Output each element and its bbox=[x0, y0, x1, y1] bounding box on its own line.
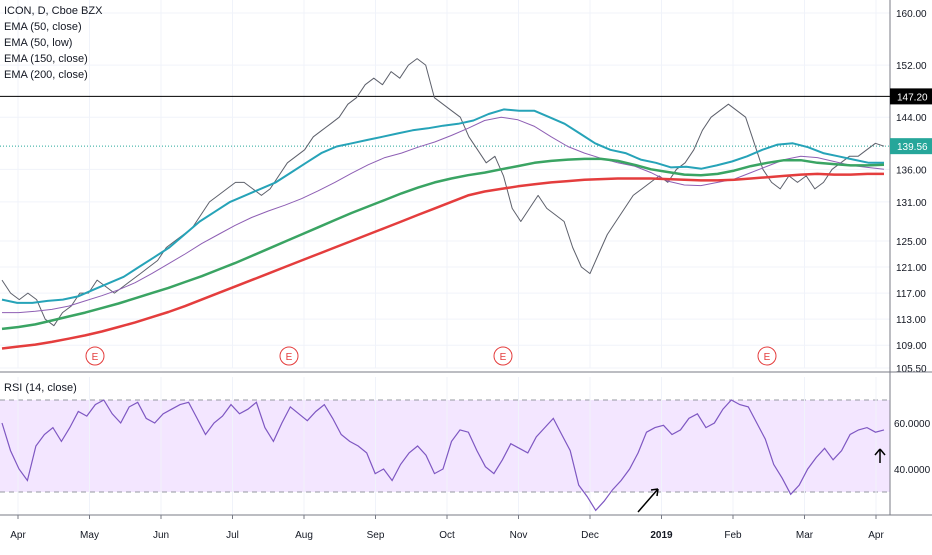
price-tick-label: 105.50 bbox=[896, 364, 927, 375]
earnings-label: E bbox=[764, 352, 771, 363]
earnings-label: E bbox=[286, 352, 293, 363]
annotation-arrowhead-1 bbox=[650, 488, 659, 497]
legend-symbol: ICON, D, Cboe BZX bbox=[4, 5, 103, 17]
earnings-label: E bbox=[500, 352, 507, 363]
price-tick-label: 131.00 bbox=[896, 198, 927, 209]
legend-ema50-low: EMA (50, low) bbox=[4, 37, 73, 49]
x-tick-label: 2019 bbox=[650, 530, 673, 541]
price-tick-label: 117.00 bbox=[896, 289, 926, 300]
x-tick-label: Oct bbox=[439, 530, 455, 541]
series-line-2 bbox=[2, 116, 885, 314]
x-tick-label: Jun bbox=[153, 530, 169, 541]
legend-ema200-close: EMA (200, close) bbox=[4, 69, 88, 81]
earnings-marker bbox=[85, 346, 105, 366]
rsi-legend: RSI (14, close) bbox=[4, 382, 77, 394]
legend-ema150-close: EMA (150, close) bbox=[4, 53, 88, 65]
earnings-marker bbox=[279, 346, 299, 366]
annotation-arrowhead-2 bbox=[874, 448, 886, 456]
last-price-label-bg bbox=[890, 138, 932, 155]
rsi-line bbox=[1, 399, 885, 512]
price-tick-label: 160.00 bbox=[896, 9, 927, 20]
x-tick-label: Nov bbox=[510, 530, 528, 541]
annotation-arrow-1 bbox=[637, 488, 659, 513]
series-line-0 bbox=[1, 58, 885, 327]
x-tick-label: Mar bbox=[796, 530, 814, 541]
level-label: 147.20 bbox=[897, 92, 928, 103]
rsi-band bbox=[0, 400, 890, 492]
earnings-marker bbox=[493, 346, 513, 366]
earnings-marker bbox=[757, 346, 777, 366]
last-price-label: 139.56 bbox=[897, 142, 928, 153]
price-tick-label: 136.00 bbox=[896, 165, 927, 176]
x-tick-label: Aug bbox=[295, 530, 313, 541]
series-line-4 bbox=[1, 172, 884, 350]
price-tick-label: 125.00 bbox=[896, 237, 927, 248]
rsi-tick-label: 60.0000 bbox=[894, 419, 931, 430]
x-tick-label: Apr bbox=[10, 530, 26, 541]
price-tick-label: 113.00 bbox=[896, 315, 926, 326]
x-tick-label: Apr bbox=[868, 530, 884, 541]
series-line-3 bbox=[1, 157, 885, 331]
x-tick-label: May bbox=[80, 530, 99, 541]
price-tick-label: 152.00 bbox=[896, 61, 927, 72]
price-tick-label: 121.00 bbox=[896, 263, 927, 274]
rsi-tick-label: 40.0000 bbox=[894, 465, 931, 476]
level-label-bg bbox=[890, 88, 932, 105]
price-tick-label: 144.00 bbox=[896, 113, 927, 124]
x-tick-label: Dec bbox=[581, 530, 599, 541]
series-line-1 bbox=[1, 108, 884, 304]
x-tick-label: Sep bbox=[367, 530, 385, 541]
legend-ema50-close: EMA (50, close) bbox=[4, 21, 82, 33]
x-tick-label: Feb bbox=[724, 530, 742, 541]
price-tick-label: 109.00 bbox=[896, 341, 927, 352]
chart-legend: ICON, D, Cboe BZX EMA (50, close) EMA (5… bbox=[4, 3, 102, 83]
x-tick-label: Jul bbox=[226, 530, 239, 541]
earnings-label: E bbox=[92, 352, 99, 363]
